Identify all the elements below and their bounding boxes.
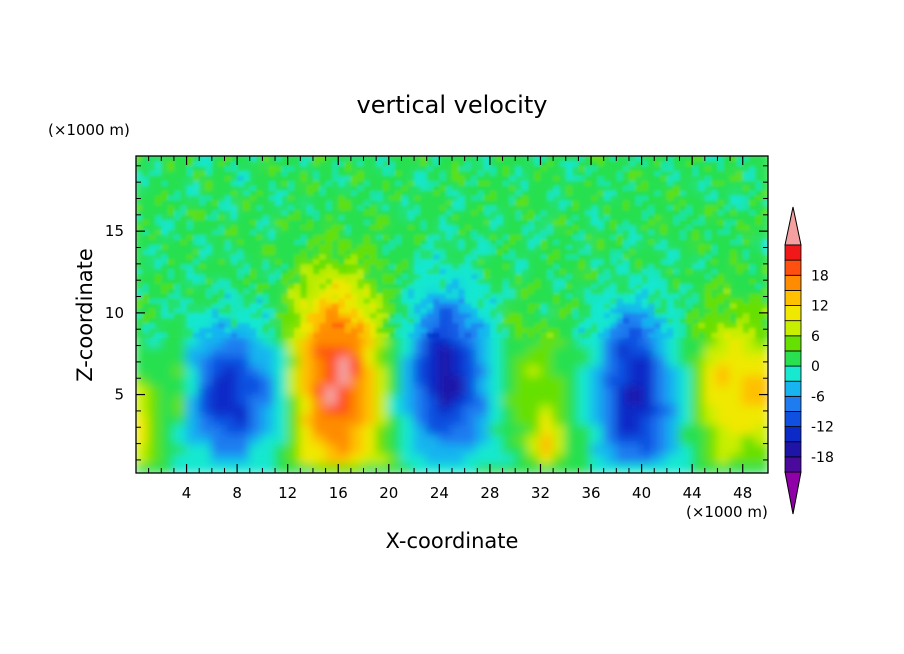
colorbar-tick-label: 12 bbox=[811, 299, 829, 315]
colorbar-tick-label: 6 bbox=[811, 329, 820, 345]
x-tick-label: 44 bbox=[683, 484, 702, 502]
colorbar-swatch bbox=[784, 274, 802, 291]
colorbar-swatch bbox=[784, 426, 802, 443]
y-axis-label: Z-coordinate bbox=[73, 248, 97, 382]
colorbar-min-arrow bbox=[784, 471, 802, 515]
colorbar-swatch bbox=[784, 395, 802, 412]
y-tick-label: 15 bbox=[105, 222, 124, 240]
chart-title: vertical velocity bbox=[357, 91, 548, 119]
x-tick-label: 28 bbox=[480, 484, 499, 502]
colorbar-swatch bbox=[784, 456, 802, 473]
x-unit-label: (×1000 m) bbox=[686, 503, 768, 521]
colorbar-swatch bbox=[784, 411, 802, 428]
x-tick-label: 40 bbox=[632, 484, 651, 502]
x-tick-label: 36 bbox=[581, 484, 600, 502]
x-tick-label: 16 bbox=[329, 484, 348, 502]
colorbar-swatch bbox=[784, 259, 802, 276]
colorbar-swatch bbox=[784, 350, 802, 367]
contour-field bbox=[136, 156, 768, 473]
x-axis-label: X-coordinate bbox=[386, 529, 519, 553]
colorbar-tick-label: -12 bbox=[811, 420, 834, 436]
colorbar-swatch bbox=[784, 244, 802, 261]
x-tick-label: 24 bbox=[430, 484, 449, 502]
y-unit-label: (×1000 m) bbox=[48, 121, 130, 139]
x-tick-label: 32 bbox=[531, 484, 550, 502]
x-tick-label: 48 bbox=[733, 484, 752, 502]
y-tick-label: 10 bbox=[105, 304, 124, 322]
x-tick-label: 4 bbox=[182, 484, 192, 502]
colorbar-tick-label: 18 bbox=[811, 268, 829, 284]
colorbar-tick-label: 0 bbox=[811, 359, 820, 375]
x-tick-label: 8 bbox=[232, 484, 242, 502]
colorbar-tick-label: -18 bbox=[811, 450, 834, 466]
y-tick-label: 5 bbox=[114, 386, 124, 404]
colorbar-max-arrow bbox=[784, 206, 802, 246]
colorbar-swatch bbox=[784, 305, 802, 322]
colorbar-swatch bbox=[784, 441, 802, 458]
colorbar-swatch bbox=[784, 320, 802, 337]
colorbar-swatch bbox=[784, 380, 802, 397]
colorbar: 18 12 6 0 -6 -12 -18 bbox=[784, 206, 834, 515]
colorbar-tick-label: -6 bbox=[811, 389, 825, 405]
y-axis-ticks: 5 10 15 bbox=[105, 165, 768, 461]
x-axis-ticks: 4 8 12 16 20 24 28 32 36 40 44 48 bbox=[148, 156, 752, 502]
x-tick-label: 20 bbox=[379, 484, 398, 502]
colorbar-swatch bbox=[784, 335, 802, 352]
colorbar-swatch bbox=[784, 365, 802, 382]
x-tick-label: 12 bbox=[278, 484, 297, 502]
colorbar-swatch bbox=[784, 289, 802, 306]
